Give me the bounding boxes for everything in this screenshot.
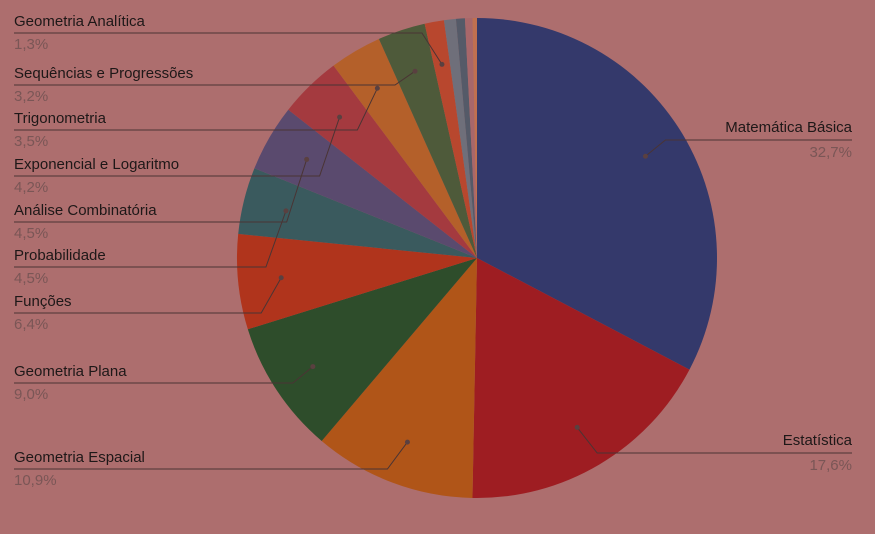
pie-slice [238, 168, 477, 258]
slice-value-label: 4,2% [14, 179, 48, 196]
leader-dot [642, 153, 648, 159]
leader-line [14, 159, 308, 223]
pie-slice [378, 23, 477, 258]
leader-dot [278, 275, 284, 281]
slice-label: Funções [14, 293, 72, 310]
leader-dot [439, 61, 445, 67]
pie-slice [237, 233, 477, 330]
pie-slice [477, 18, 717, 370]
slice-value-label: 32,7% [809, 144, 852, 161]
leader-dot [304, 156, 310, 162]
slice-label: Análise Combinatória [14, 202, 157, 219]
slice-value-label: 10,9% [14, 472, 57, 489]
leader-dot [374, 85, 380, 91]
leader-line [576, 427, 852, 454]
leader-line [14, 88, 378, 131]
slice-label: Exponencial e Logaritmo [14, 156, 179, 173]
pie-slice [254, 109, 477, 259]
pie-slice [443, 18, 477, 259]
leader-line [14, 70, 416, 86]
slice-label: Geometria Espacial [14, 449, 145, 466]
leader-dot [283, 208, 289, 214]
pie-slice [424, 20, 477, 258]
leader-line [14, 366, 314, 384]
leader-dot [310, 364, 316, 370]
slice-label: Estatística [783, 432, 853, 449]
leader-line [645, 139, 852, 157]
leader-line [14, 441, 408, 470]
leader-dot [337, 114, 343, 120]
leader-line [14, 32, 443, 65]
leader-dot [404, 439, 410, 445]
pie-slice [464, 18, 477, 259]
slice-value-label: 9,0% [14, 386, 48, 403]
slice-value-label: 3,5% [14, 133, 48, 150]
leader-line [14, 116, 341, 177]
leaders [14, 32, 852, 470]
pie-slice [321, 258, 477, 498]
pie-slice [247, 258, 477, 441]
slice-value-label: 1,3% [14, 36, 48, 53]
slices [237, 18, 717, 498]
slice-label: Trigonometria [14, 110, 107, 127]
pie-slice [472, 258, 690, 498]
slice-value-label: 6,4% [14, 316, 48, 333]
slice-value-label: 3,2% [14, 88, 48, 105]
slice-label: Matemática Básica [725, 119, 852, 136]
slice-label: Probabilidade [14, 247, 106, 264]
slice-label: Geometria Analítica [14, 13, 146, 30]
pie-slice [288, 65, 477, 258]
leader-dot [412, 68, 418, 74]
slice-value-label: 17,6% [809, 457, 852, 474]
leader-line [14, 210, 287, 268]
slice-label: Geometria Plana [14, 363, 127, 380]
slice-value-label: 4,5% [14, 225, 48, 242]
leader-line [14, 277, 282, 314]
slice-value-label: 4,5% [14, 270, 48, 287]
pie-slice [455, 18, 477, 258]
slice-label: Sequências e Progressões [14, 65, 193, 82]
leader-dot [574, 424, 580, 430]
pie-slice [472, 18, 477, 258]
pie-slice [333, 38, 477, 259]
